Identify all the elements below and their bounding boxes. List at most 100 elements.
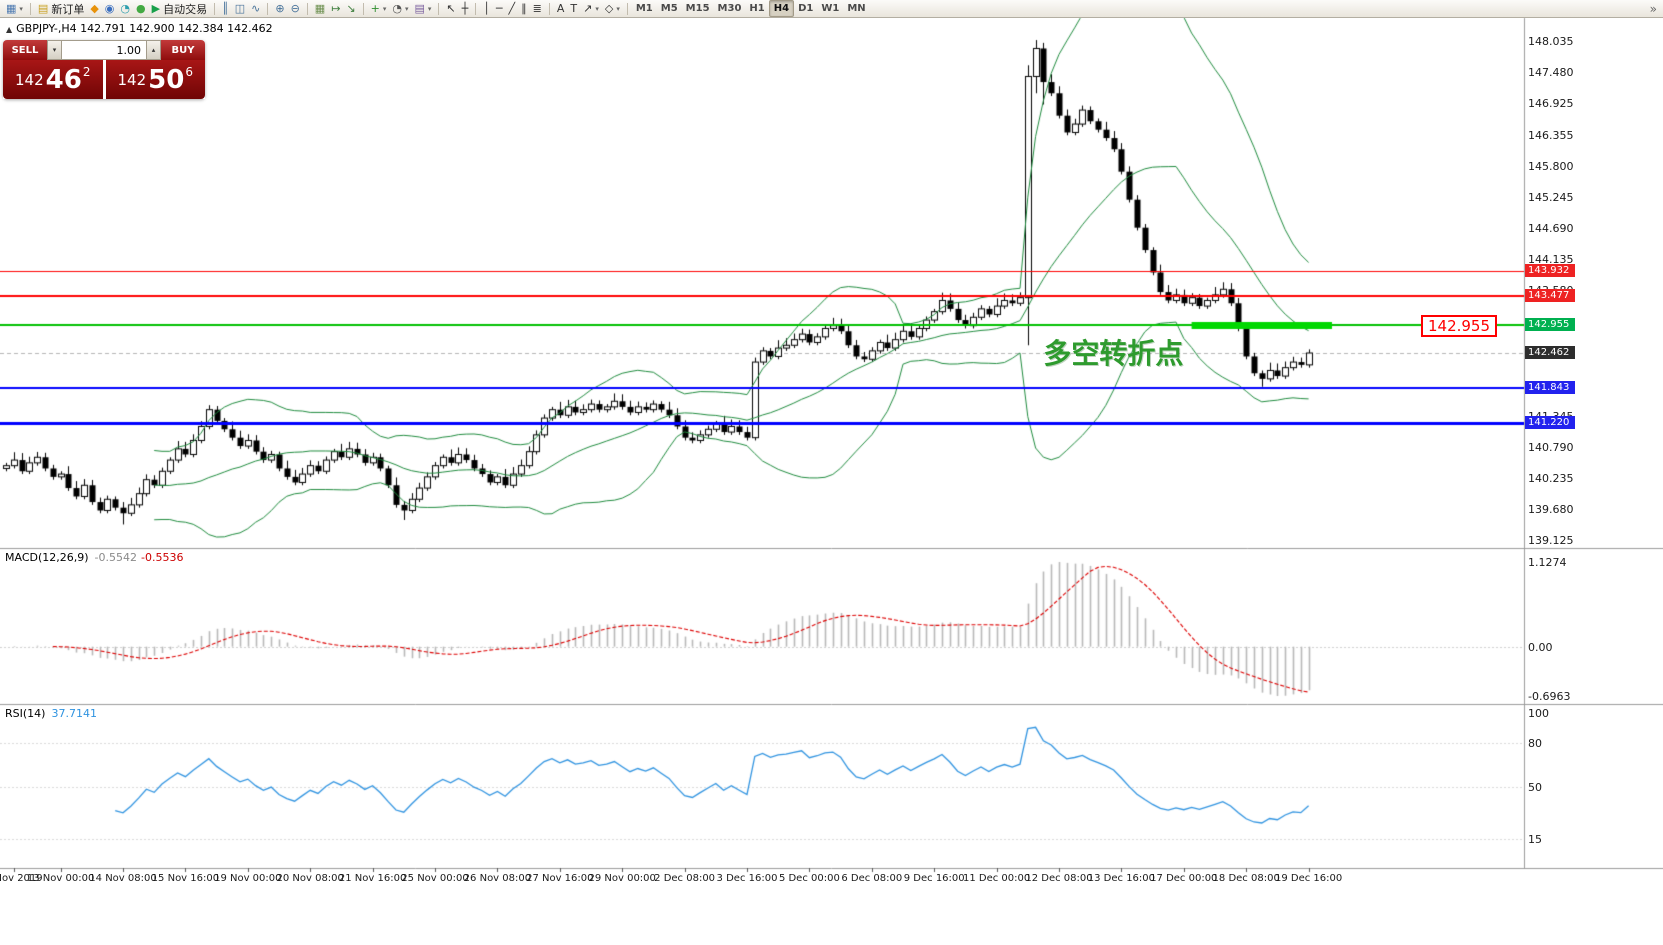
toolbar-separator — [214, 2, 216, 15]
rsi-axis-label: 50 — [1528, 781, 1542, 794]
turning-point-annotation[interactable]: 多空转折点 — [1043, 336, 1184, 370]
arrows-tool-icon[interactable]: ↗ ▾ — [580, 1, 602, 16]
timeframe-m5[interactable]: M5 — [660, 3, 678, 14]
alerts-icon[interactable]: ● — [133, 1, 149, 16]
shapes-tool-icon[interactable]: ◇ ▾ — [602, 1, 623, 16]
time-axis-label: 17 Dec 00:00 — [1150, 873, 1218, 884]
indicators-add-icon-caret[interactable]: ▾ — [382, 4, 387, 13]
cursor-icon[interactable]: ↖ — [443, 1, 458, 16]
bar-chart-icon[interactable]: ║ — [219, 1, 232, 16]
autotrading-button[interactable]: ▶ 自动交易 — [149, 1, 210, 16]
sell-price-int: 142 — [15, 70, 44, 89]
tile-windows-icon[interactable]: ▦ — [312, 1, 328, 16]
alerts-icon-glyph: ● — [136, 2, 146, 15]
time-axis-label: 18 Dec 08:00 — [1212, 873, 1280, 884]
macd-axis-label: -0.6963 — [1528, 690, 1571, 703]
timeframe-m15[interactable]: M15 — [685, 3, 710, 14]
new-chart-icon-caret[interactable]: ▾ — [19, 4, 23, 13]
zoom-out-icon[interactable]: ⊖ — [288, 1, 303, 16]
oct-collapse-arrow[interactable]: ▲ — [6, 25, 13, 34]
text-tool-icon-glyph: A — [556, 2, 565, 15]
mql-community-icon[interactable]: ◆ — [87, 1, 101, 16]
templates-icon[interactable]: ▤ ▾ — [411, 1, 434, 16]
market-icon[interactable]: ◔ — [117, 1, 133, 16]
price-level-chip: 141.220 — [1525, 415, 1575, 429]
channel-icon-glyph: ∥ — [521, 2, 527, 15]
new-order-button[interactable]: ▤ 新订单 — [35, 1, 87, 16]
bar-chart-icon-glyph: ║ — [222, 2, 229, 15]
templates-icon-glyph: ▤ — [414, 2, 425, 15]
timeframe-d1[interactable]: D1 — [798, 3, 814, 14]
indicators-add-icon-glyph: + — [370, 2, 380, 15]
price-level-chip: 141.843 — [1525, 380, 1575, 394]
line-chart-icon[interactable]: ∿ — [248, 1, 263, 16]
time-axis-label: 19 Dec 16:00 — [1274, 873, 1343, 884]
trendline-icon[interactable]: ╱ — [506, 1, 519, 16]
price-tick-label: 144.690 — [1528, 222, 1574, 236]
channel-icon[interactable]: ∥ — [518, 1, 530, 16]
toolbar-separator — [267, 2, 269, 15]
text-tool-icon[interactable]: A — [554, 1, 568, 16]
horizontal-line-icon[interactable]: ─ — [493, 1, 506, 16]
price-callout-box[interactable]: 142.955 — [1421, 315, 1497, 337]
ohlc-values: 142.791 142.900 142.384 142.462 — [80, 22, 273, 35]
time-axis-label: 20 Nov 08:00 — [276, 873, 344, 884]
toolbar-overflow-chevron[interactable]: » — [1649, 1, 1657, 16]
price-tick-label: 147.480 — [1528, 65, 1574, 79]
time-axis-label: 13 Dec 16:00 — [1087, 873, 1156, 884]
sell-price-pips: 46 — [45, 64, 82, 95]
auto-scroll-icon[interactable]: ↦ — [328, 1, 343, 16]
time-axis-label: 13 Nov 00:00 — [26, 873, 95, 884]
periods-icon-caret[interactable]: ▾ — [404, 4, 409, 13]
buy-button[interactable]: BUY — [161, 40, 205, 60]
sell-button[interactable]: SELL — [3, 40, 47, 60]
shapes-tool-icon-glyph: ◇ — [604, 2, 614, 15]
trade-panel-price-row: 142 46 2 142 50 6 — [3, 60, 205, 99]
sell-price-pipette: 2 — [82, 64, 91, 79]
trendline-icon-glyph: ╱ — [508, 2, 516, 15]
lot-increase-button[interactable]: ▴ — [146, 40, 161, 60]
fibonacci-icon[interactable]: ≣ — [530, 1, 545, 16]
trade-panel-top-row: SELL ▾ ▴ BUY — [3, 40, 205, 60]
crosshair-icon[interactable]: ┼ — [459, 1, 472, 16]
lot-decrease-button[interactable]: ▾ — [47, 40, 62, 60]
periods-icon[interactable]: ◔ ▾ — [389, 1, 411, 16]
macd-axis-label: 0.00 — [1528, 640, 1553, 654]
timeframe-m30[interactable]: M30 — [717, 3, 742, 14]
new-order-button-glyph: ▤ — [37, 2, 49, 15]
mql-community-icon-glyph: ◆ — [90, 2, 99, 15]
timeframe-w1[interactable]: W1 — [821, 3, 840, 14]
crosshair-icon-glyph: ┼ — [461, 2, 469, 15]
price-tick-label: 145.245 — [1528, 191, 1574, 205]
buy-price-button[interactable]: 142 50 6 — [105, 60, 205, 99]
timeframe-h1[interactable]: H1 — [749, 3, 765, 14]
chart-shift-icon[interactable]: ↘ — [343, 1, 358, 16]
chart-shift-icon-glyph: ↘ — [346, 2, 356, 15]
time-axis-label: 26 Nov 08:00 — [463, 873, 532, 884]
zoom-in-icon[interactable]: ⊕ — [272, 1, 287, 16]
horizontal-line-icon-glyph: ─ — [495, 2, 503, 15]
text-label-icon[interactable]: T — [567, 1, 580, 16]
timeframe-m1[interactable]: M1 — [635, 3, 653, 14]
templates-icon-caret[interactable]: ▾ — [427, 4, 432, 13]
indicators-add-icon[interactable]: + ▾ — [368, 1, 390, 16]
rsi-axis-label: 100 — [1528, 707, 1549, 720]
timeframe-h4[interactable]: H4 — [768, 0, 795, 17]
lot-size-input[interactable] — [62, 40, 146, 60]
candlestick-chart-icon[interactable]: ◫ — [232, 1, 248, 16]
price-tick-label: 140.790 — [1528, 440, 1574, 454]
toolbar-separator — [626, 2, 628, 15]
arrows-tool-icon-caret[interactable]: ▾ — [595, 4, 599, 13]
sell-price-button[interactable]: 142 46 2 — [3, 60, 103, 99]
autotrading-button-label: 自动交易 — [163, 2, 208, 16]
time-axis-label: 11 Dec 00:00 — [962, 873, 1031, 884]
time-axis-label: 15 Nov 16:00 — [151, 873, 220, 884]
time-axis-label: 9 Dec 16:00 — [903, 873, 965, 884]
timeframe-mn[interactable]: MN — [847, 3, 866, 14]
vertical-line-icon[interactable]: │ — [480, 1, 493, 16]
macd-label: MACD(12,26,9) — [5, 551, 89, 564]
accounts-icon[interactable]: ◉ — [102, 1, 118, 16]
new-chart-icon[interactable]: ▦ ▾ — [3, 1, 26, 16]
shapes-tool-icon-caret[interactable]: ▾ — [616, 4, 620, 13]
